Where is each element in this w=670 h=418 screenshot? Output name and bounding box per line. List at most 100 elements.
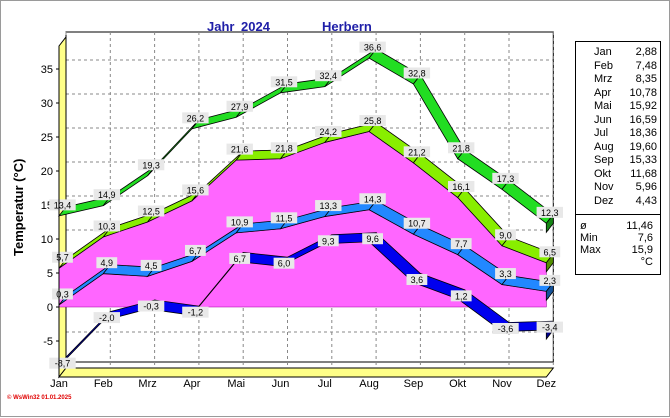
min-abs-label-bg (536, 321, 563, 333)
stats-summary-row: °C (576, 256, 660, 268)
stats-month: Jul (594, 127, 609, 139)
min-mean-label-bg (270, 212, 298, 224)
min-abs-label: 3,6 (411, 275, 424, 285)
min-abs-label-bg (182, 306, 209, 318)
y-tick-label: -5 (43, 336, 53, 348)
stats-month: Mrz (594, 73, 613, 85)
max-abs-label: 17,3 (497, 174, 515, 184)
min-mean-label: 7,7 (455, 239, 468, 249)
max-mean-label-bg (137, 205, 165, 217)
max-mean-label: 24,2 (320, 127, 338, 137)
max-mean-label-bg (315, 125, 342, 137)
stats-value: 8,35 (635, 73, 657, 85)
stats-value: 19,60 (629, 140, 657, 153)
stats-summary-row: Max 15,9 (576, 244, 660, 256)
min-abs-label-bg (273, 257, 295, 269)
min-abs-label-bg (362, 233, 383, 245)
copyright-footer: © WsWin32 01.01.2025 (7, 395, 72, 401)
stats-value: 16,59 (629, 113, 657, 126)
min-mean-label-bg (315, 200, 342, 212)
max-mean-label-bg (226, 143, 253, 155)
min-mean-label: 11,5 (276, 213, 293, 223)
stats-value: 15,92 (629, 100, 657, 112)
max-abs-label-bg (403, 67, 431, 79)
max-abs-label-bg (182, 112, 209, 124)
max-mean-label: 6,5 (544, 247, 557, 257)
max-abs-label-bg (93, 189, 120, 201)
min-mean-label-bg (96, 257, 118, 269)
max-abs-label: 26,2 (187, 113, 205, 123)
max-abs-label-bg (359, 41, 386, 53)
min-mean-label: 13,3 (320, 201, 338, 211)
y-tick-label: 35 (41, 64, 53, 76)
stats-summary-value: °C (640, 256, 653, 268)
max-mean-label: 12,5 (142, 207, 160, 217)
min-abs-label: -8,7 (55, 359, 71, 369)
stats-summary-key: Max (580, 244, 601, 256)
x-tick-label: Feb (94, 378, 113, 390)
min-mean-label-bg (52, 288, 73, 300)
max-mean-label: 9,0 (499, 230, 512, 240)
stats-value: 18,36 (629, 127, 657, 139)
min-abs-label: -2,0 (99, 313, 115, 323)
monthly-stats-box: Jan 2,88 Feb 7,48 Mrz 8,35 Apr 10,78 Mai 15,92 Jun… (575, 41, 661, 275)
stats-summary-value: 15,9 (631, 244, 653, 256)
stats-month: Jan (594, 46, 612, 58)
min-abs-label-bg (492, 322, 519, 334)
max-mean-label-bg (539, 246, 561, 258)
x-tick-label: Okt (449, 378, 466, 390)
stats-month: Aug (594, 140, 614, 153)
max-mean-label-bg (182, 184, 209, 196)
max-abs-label-bg (448, 142, 475, 154)
min-mean-label: 6,7 (189, 246, 202, 256)
min-mean-label: 0,3 (56, 289, 69, 299)
stats-row-okt: Okt 11,68 (576, 168, 660, 181)
min-mean-label-bg (450, 238, 472, 250)
min-mean-label: 4,5 (145, 261, 158, 271)
min-mean-label-bg (226, 216, 253, 228)
stats-value: 5,96 (635, 181, 657, 193)
stats-month: Okt (594, 167, 612, 180)
min-mean-label-bg (359, 193, 386, 205)
y-tick-label: 10 (41, 234, 53, 246)
y-tick-label: 5 (47, 268, 53, 280)
max-abs-label: 32,4 (320, 71, 338, 81)
min-abs-label: 1,2 (455, 291, 468, 301)
stats-summary-row: ø 11,46 (576, 220, 660, 232)
min-abs-label: 6,0 (278, 259, 291, 269)
y-tick-label: 20 (41, 166, 53, 178)
stats-month: Apr (594, 86, 612, 99)
stats-row-mrz: Mrz 8,35 (576, 73, 660, 86)
max-mean-label: 21,2 (408, 147, 426, 157)
max-abs-label-bg (492, 172, 519, 184)
x-tick-label: Dez (537, 378, 557, 390)
max-mean-label: 15,6 (187, 185, 205, 195)
min-abs-label-bg (93, 312, 120, 324)
stats-row-mai: Mai 15,92 (576, 100, 660, 113)
max-mean-label-bg (448, 181, 475, 193)
x-tick-label: Apr (183, 378, 200, 390)
stats-row-nov: Nov 5,96 (576, 181, 660, 194)
min-mean-label: 10,7 (408, 219, 426, 229)
max-mean-label-bg (93, 220, 120, 232)
min-abs-label-bg (406, 274, 428, 286)
plot-floor (57, 367, 555, 378)
x-tick-label: Jan (50, 378, 68, 390)
max-abs-label: 19,3 (142, 160, 160, 170)
stats-value: 7,48 (635, 59, 657, 72)
min-mean-label-bg (185, 244, 206, 256)
min-mean-label-bg (140, 259, 162, 271)
min-abs-label: 9,6 (366, 234, 379, 244)
x-tick-label: Jul (318, 378, 332, 390)
max-abs-label: 32,8 (408, 68, 426, 78)
max-mean-label-bg (359, 115, 386, 127)
x-tick-label: Mai (227, 378, 245, 390)
station-name: Herbern (322, 19, 372, 34)
year-value: 2024 (241, 19, 270, 34)
stats-value: 4,43 (635, 194, 657, 207)
stats-summary-key: ø (580, 220, 587, 232)
x-tick-label: Mrz (138, 378, 156, 390)
stats-value: 15,33 (629, 154, 657, 166)
min-mean-label: 2,3 (544, 276, 557, 286)
x-tick-label: Jun (272, 378, 290, 390)
